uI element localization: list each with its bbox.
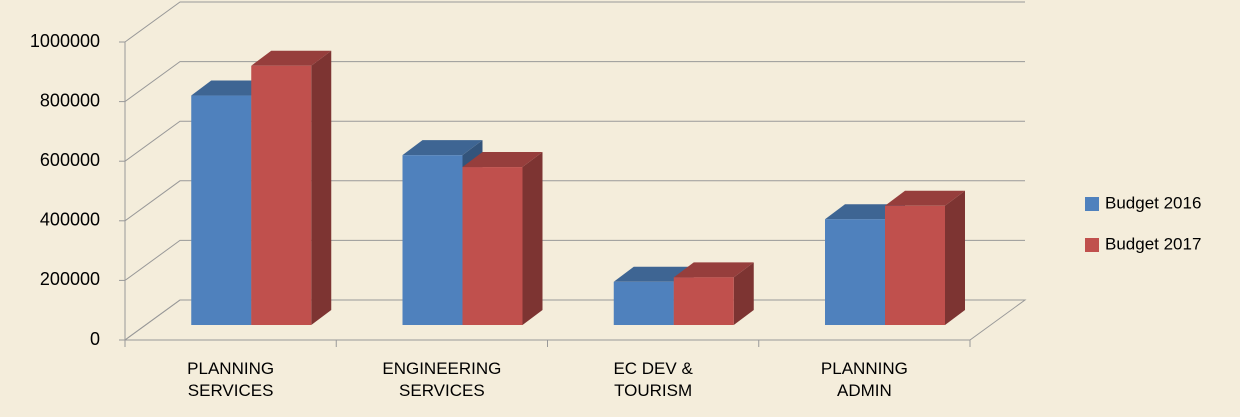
y-tick-label: 600000 [40,150,100,170]
x-tick-label: EC DEV & TOURISM [613,359,693,400]
x-tick-label: PLANNING ADMIN [820,359,908,400]
bar-side [945,190,965,325]
bar [251,50,332,326]
legend-swatch [1085,238,1099,252]
bar-front [251,65,312,326]
x-label-box: ENGINEERING SERVICES [382,359,502,400]
bar-top [673,262,754,278]
grid-line [124,239,1025,281]
bar-front [191,95,252,325]
x-tick-label: PLANNING SERVICES [187,359,275,400]
x-label-box: PLANNING SERVICES [187,359,275,400]
bar-side [311,50,332,326]
bar [673,262,754,325]
legend-label: Budget 2016 [1105,193,1201,212]
y-tick-label: 800000 [40,90,100,110]
y-tick-label: 1000000 [30,31,100,51]
grid-line [124,1,1025,43]
grid-line [124,120,1025,162]
x-label-box: EC DEV & TOURISM [613,359,693,400]
bar-top [885,190,965,206]
y-tick-label: 0 [90,329,100,349]
bar [885,190,965,325]
grid-line [124,61,1025,103]
bar-top [462,152,543,168]
bar-front [885,205,945,325]
bar-top [251,50,332,66]
bar-front [613,281,674,325]
legend-swatch [1085,197,1099,211]
bar-front [462,167,523,325]
legend-label: Budget 2017 [1105,234,1201,253]
bar-side [733,262,754,325]
bar-front [825,219,885,325]
grid-line [124,180,1025,222]
x-tick-label: ENGINEERING SERVICES [382,359,502,400]
bar-side [522,152,543,325]
bar-front [673,277,734,325]
bar [462,152,543,325]
y-tick-label: 400000 [40,210,100,230]
y-tick-label: 200000 [40,269,100,289]
x-label-box: PLANNING ADMIN [820,359,908,400]
bar-top [402,140,483,156]
bar-front [402,155,463,325]
